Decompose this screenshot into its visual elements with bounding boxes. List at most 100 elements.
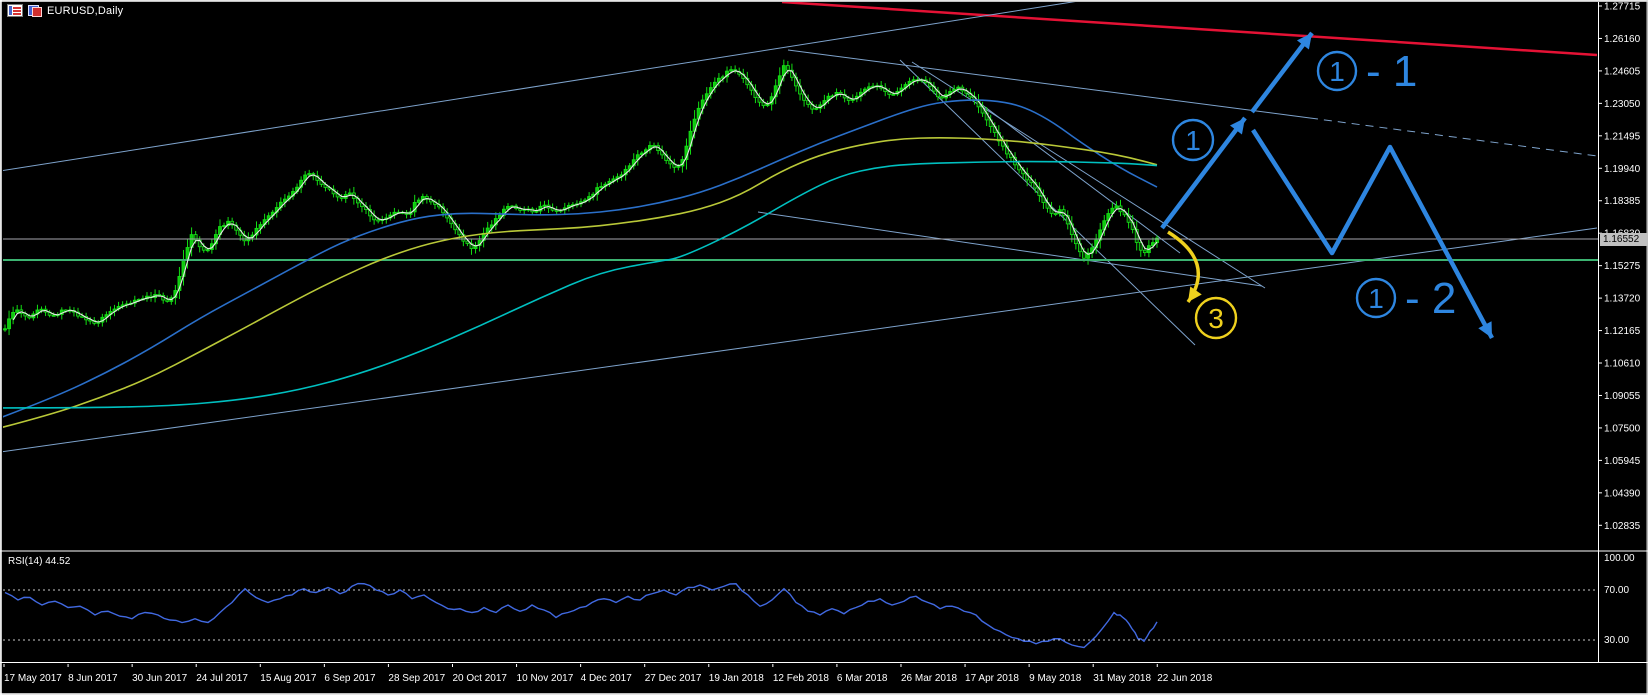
target-up-arrow <box>1250 31 1314 114</box>
candle-body <box>39 308 44 311</box>
wave-3-label-digit: 3 <box>1208 303 1224 334</box>
candle-body <box>534 210 539 213</box>
candle-body <box>1053 212 1058 215</box>
candle-body <box>940 96 944 99</box>
candle-body <box>347 192 352 195</box>
feb-high-downtrend <box>787 49 1311 119</box>
candle-body <box>51 314 56 317</box>
candle-body <box>226 220 230 226</box>
candle-body <box>814 107 819 110</box>
date-tick-label: 24 Jul 2017 <box>196 673 248 684</box>
date-tick-label: 10 Nov 2017 <box>517 673 574 684</box>
zigzag-projection-arrow-head <box>1478 321 1492 338</box>
candle-body <box>205 249 210 252</box>
red-resistance-line <box>781 2 1598 57</box>
wave-1-1-label-digit: 1 <box>1329 56 1345 87</box>
price-tick-label: 1.13720 <box>1604 294 1641 305</box>
rsi-layer <box>3 582 1598 649</box>
date-tick-label: 4 Dec 2017 <box>581 673 633 684</box>
candle-body <box>891 93 896 96</box>
horizontal-lines-layer <box>3 238 1598 261</box>
candle-body <box>307 173 312 176</box>
candle-body <box>339 196 344 199</box>
candle-body <box>11 312 16 320</box>
date-tick-label: 31 May 2018 <box>1093 673 1151 684</box>
rsi-indicator-label: RSI(14) 44.52 <box>8 556 70 567</box>
candle-body <box>469 243 474 250</box>
candle-body <box>222 225 226 228</box>
candle-body <box>201 246 206 251</box>
windows-icon <box>28 4 42 17</box>
candle-body <box>1138 242 1143 251</box>
date-tick-label: 6 Mar 2018 <box>837 673 888 684</box>
channel-lower-line <box>3 227 1598 453</box>
candle-body <box>416 199 421 203</box>
candle-body <box>542 204 547 207</box>
candle-body <box>372 215 377 221</box>
date-tick-label: 20 Oct 2017 <box>452 673 507 684</box>
wave-1-1-label-suffix: - 1 <box>1366 47 1417 96</box>
symbol-period-label: EURUSD,Daily <box>47 4 124 17</box>
impulse-up-arrow <box>1160 116 1247 230</box>
date-tick-label: 8 Jun 2017 <box>68 673 118 684</box>
candles-layer <box>3 59 1159 336</box>
candle-body <box>193 234 198 241</box>
annotations-layer: 1 1 - 1 1 - 2 3 <box>1160 31 1494 340</box>
candle-body <box>376 219 381 222</box>
ma-slow-yellow <box>3 137 1158 428</box>
feb-high-downtrend-dashed-ext <box>1309 117 1598 157</box>
decline-inner-line <box>964 91 1181 254</box>
channel-upper-line <box>3 2 1076 172</box>
date-tick-label: 17 Apr 2018 <box>965 673 1019 684</box>
wave-1-label-digit: 1 <box>1185 125 1201 156</box>
shallow-downtrend <box>757 211 1263 287</box>
candle-body <box>599 185 604 189</box>
candle-body <box>1086 252 1090 259</box>
price-tick-label: 1.04390 <box>1604 488 1641 499</box>
date-tick-label: 28 Sep 2017 <box>388 673 445 684</box>
candle-body <box>258 224 263 229</box>
candle-body <box>757 97 762 103</box>
price-tick-label: 1.12165 <box>1604 326 1641 337</box>
date-tick-label: 19 Jan 2018 <box>709 673 764 684</box>
ma-mid-blue <box>3 99 1158 418</box>
drop-scenario-arrow-head <box>1188 286 1202 302</box>
rsi-level-label: 100.00 <box>1604 553 1635 564</box>
moving-averages-layer <box>3 69 1158 428</box>
rsi-value: 44.52 <box>45 556 71 567</box>
date-tick-label: 30 Jun 2017 <box>132 673 187 684</box>
wave-1-2-label <box>1355 277 1397 319</box>
date-tick-label: 15 Aug 2017 <box>260 673 317 684</box>
date-tick-label: 27 Dec 2017 <box>645 673 702 684</box>
impulse-up-arrow-head <box>1229 118 1245 135</box>
date-tick-label: 26 Mar 2018 <box>901 673 958 684</box>
candle-body <box>104 314 109 318</box>
candle-body <box>785 65 790 71</box>
candle-body <box>88 319 93 322</box>
price-tick-label: 1.15275 <box>1604 261 1641 272</box>
current-price-tag: 1.16552 <box>1600 233 1648 246</box>
price-tick-label: 1.26160 <box>1604 34 1641 45</box>
candle-body <box>1142 249 1147 254</box>
wave-1-2-label-suffix: - 2 <box>1405 274 1456 323</box>
ma-long-teal <box>3 160 1158 409</box>
candle-body <box>15 309 20 313</box>
wave-3-label <box>1194 296 1238 340</box>
price-tick-label: 1.27715 <box>1604 2 1641 13</box>
ma-fast-white <box>12 69 1158 323</box>
price-tick-label: 1.05945 <box>1604 456 1641 467</box>
bar-chart-icon <box>7 4 23 17</box>
price-tick-label: 1.07500 <box>1604 423 1641 434</box>
chart-titlebar: EURUSD,Daily <box>7 4 123 17</box>
candle-body <box>1151 242 1155 247</box>
price-tick-label: 1.18385 <box>1604 196 1641 207</box>
price-tick-label: 1.19940 <box>1604 164 1641 175</box>
candle-body <box>424 196 429 200</box>
date-tick-label: 22 Jun 2018 <box>1157 673 1212 684</box>
candle-body <box>7 318 11 330</box>
wave-1-label <box>1171 118 1215 162</box>
price-tick-label: 1.21495 <box>1604 131 1641 142</box>
price-tick-label: 1.24605 <box>1604 66 1641 77</box>
